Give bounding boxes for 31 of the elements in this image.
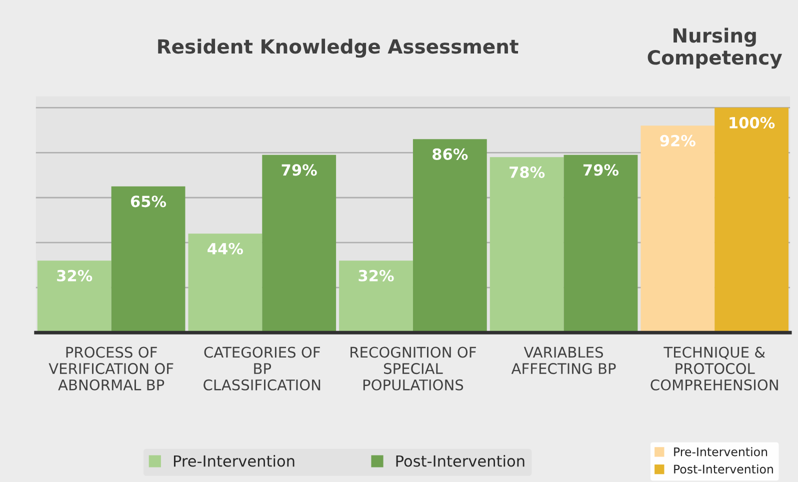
data-label: 32%	[358, 270, 394, 282]
data-label: 32%	[57, 270, 92, 282]
data-label: 79%	[282, 164, 317, 176]
data-label: 44%	[208, 242, 243, 254]
bar	[564, 154, 638, 333]
bar	[412, 139, 487, 333]
x-tick-label: TECHNIQUE & PROTOCOL COMPREHENSION	[650, 346, 778, 390]
legend-label: Post-Intervention	[396, 454, 524, 467]
bar	[111, 186, 186, 333]
bar	[339, 260, 413, 333]
x-tick-label: VARIABLES AFFECTING BP	[511, 346, 616, 374]
legend-label: Post-Intervention	[674, 464, 773, 474]
bar	[188, 234, 262, 333]
x-tick-label: RECOGNITION OF SPECIAL POPULATIONS	[350, 346, 476, 390]
data-label: 78%	[510, 166, 545, 178]
bar	[262, 154, 336, 333]
bar	[714, 108, 789, 333]
legend-label: Pre-Intervention	[174, 454, 294, 467]
data-label: 79%	[583, 164, 619, 176]
data-label: 65%	[130, 196, 166, 208]
legend-label: Pre-Intervention	[674, 447, 768, 456]
bar	[37, 260, 112, 333]
x-tick-label: PROCESS OF VERIFICATION OF ABNORMAL BP	[48, 346, 174, 390]
chart-title: Resident Knowledge Assessment	[158, 38, 518, 58]
bar	[640, 126, 715, 333]
text: Nursing Competency	[648, 28, 782, 69]
x-tick-label: CATEGORIES OF BP CLASSIFICATION	[204, 346, 320, 390]
data-label: 86%	[432, 148, 468, 160]
data-label: 92%	[660, 134, 696, 146]
bar	[490, 157, 564, 333]
data-label: 100%	[730, 116, 775, 128]
